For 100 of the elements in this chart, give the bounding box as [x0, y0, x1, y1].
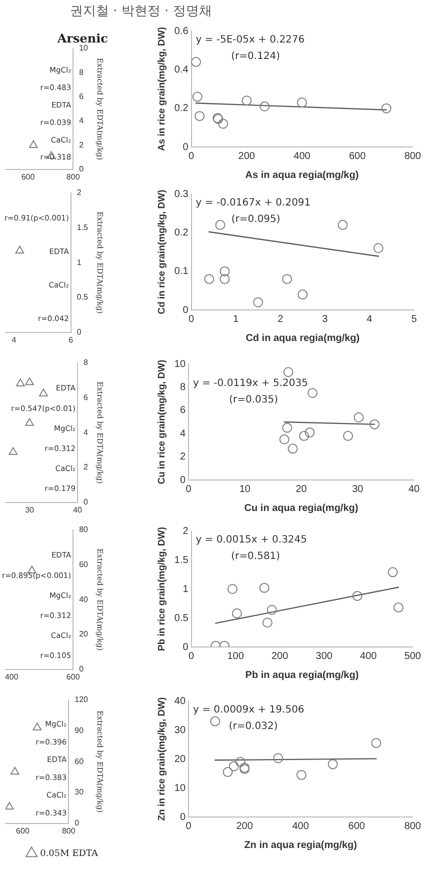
- y-tick-label: 40: [174, 696, 186, 707]
- x-tick-label: 800: [62, 826, 76, 836]
- point: [235, 756, 246, 767]
- annotation: (r=0.095): [231, 214, 280, 225]
- y-tick-label: 0: [182, 642, 189, 653]
- annotation: (r=0.035): [229, 394, 278, 406]
- point: [381, 103, 392, 114]
- point: [259, 582, 270, 593]
- point: [338, 220, 348, 230]
- x-axis-title: Zn in aqua regia(mg/kg): [244, 840, 357, 851]
- y-tick-label: 10: [174, 358, 186, 370]
- point: [298, 290, 308, 300]
- y-tick-label: 0.3: [174, 188, 189, 200]
- point: [220, 266, 230, 276]
- y-tick-label: 1: [182, 584, 189, 595]
- x-axis-title: Cd in aqua regia(mg/kg): [246, 332, 360, 344]
- point: [352, 590, 362, 601]
- y-tick-label: 10: [174, 782, 186, 794]
- y2-tick-label: 4: [84, 428, 89, 437]
- x-tick-label: 100: [227, 650, 244, 662]
- x-tick-label: 600: [66, 672, 80, 682]
- x-tick-label: 400: [360, 650, 378, 662]
- y2-tick-label: 4: [79, 116, 84, 126]
- x-tick-label: 800: [404, 820, 422, 832]
- y2-tick-label: 80: [79, 525, 89, 534]
- y-tick-label: 0: [182, 304, 189, 316]
- point: [371, 738, 382, 748]
- y-axis-title: Cd in rice grain(mg/kg, DW): [156, 190, 168, 314]
- x-tick-label: 600: [16, 826, 30, 836]
- x-tick-label: 600: [348, 820, 366, 832]
- point: [354, 412, 364, 422]
- annotation: y = 0.0015x + 0.3245: [196, 534, 308, 546]
- x-tick-label: 20: [296, 484, 308, 495]
- annotation: y = 0.0009x + 19.506: [193, 704, 304, 716]
- point: [39, 388, 48, 396]
- y-tick-label: 2: [182, 526, 189, 537]
- x-tick-label: 600: [21, 172, 36, 182]
- point: [343, 430, 354, 441]
- annotation: y = -0.0167x + 0.2091: [196, 198, 311, 209]
- point: [279, 434, 290, 444]
- y-tick-label: 0: [180, 474, 186, 486]
- point: [210, 716, 220, 726]
- text: 권지철 · 박현정 · 정명채: [70, 3, 212, 20]
- y2-tick-label: 6: [79, 92, 84, 102]
- x-tick-label: 200: [236, 820, 254, 832]
- y2-tick-label: 0: [76, 328, 82, 337]
- x-axis-title: Cu in aqua regia(mg/kg): [244, 502, 358, 514]
- point: [288, 444, 298, 454]
- point: [6, 802, 14, 810]
- point: [266, 604, 277, 615]
- annotation: (r=0.032): [228, 720, 278, 732]
- point: [222, 767, 233, 778]
- y-tick-label: 0: [182, 142, 189, 153]
- point: [215, 220, 226, 230]
- point: [304, 427, 315, 438]
- x-tick-label: 400: [292, 820, 310, 832]
- point: [191, 56, 202, 67]
- point: [32, 722, 42, 730]
- x-tick-label: 5: [411, 314, 418, 325]
- x-tick-label: 30: [352, 484, 364, 495]
- x-tick-label: 600: [348, 150, 366, 162]
- point: [253, 297, 264, 308]
- y-tick-label: 4: [180, 428, 186, 440]
- point: [8, 447, 18, 455]
- chart-title: Arsenic: [56, 31, 108, 46]
- point: [273, 753, 284, 764]
- y2-tick-label: 1.5: [76, 222, 89, 232]
- y-axis-title: Pb in rice grain(mg/kg, DW): [156, 526, 168, 652]
- y-tick-label: 0.6: [174, 26, 189, 37]
- y2-tick-label: 6: [84, 392, 89, 402]
- y2-tick-label: 1: [76, 258, 82, 267]
- point: [388, 567, 398, 578]
- point: [373, 243, 384, 254]
- point: [10, 766, 20, 775]
- y-axis-title: Zn in rice grain(mg/kg, DW): [156, 697, 168, 821]
- x-tick-label: 800: [404, 150, 422, 162]
- point: [25, 418, 34, 426]
- y2-tick-label: 8: [84, 358, 89, 368]
- annotation: (r=0.124): [231, 50, 280, 62]
- y2-tick-label: 20: [79, 630, 89, 639]
- point: [228, 761, 239, 772]
- point: [204, 274, 214, 284]
- point: [260, 101, 270, 112]
- y2-tick-label: 0: [79, 164, 84, 174]
- y-tick-label: 2: [180, 452, 186, 463]
- point: [192, 92, 202, 102]
- x-tick-label: 40: [408, 484, 420, 495]
- point: [282, 422, 292, 433]
- point: [393, 602, 404, 613]
- y2-tick-label: 2: [76, 188, 82, 198]
- point: [328, 759, 338, 770]
- point: [25, 377, 34, 386]
- y2-tick-label: 2: [84, 462, 89, 472]
- point: [296, 98, 307, 108]
- x-axis-title: As in aqua regia(mg/kg): [245, 170, 359, 181]
- point: [296, 770, 306, 780]
- y-tick-label: 30: [174, 724, 186, 736]
- y-tick-label: 6: [180, 405, 186, 416]
- x-tick-label: 400: [4, 672, 19, 682]
- y-tick-label: 0.2: [174, 103, 189, 114]
